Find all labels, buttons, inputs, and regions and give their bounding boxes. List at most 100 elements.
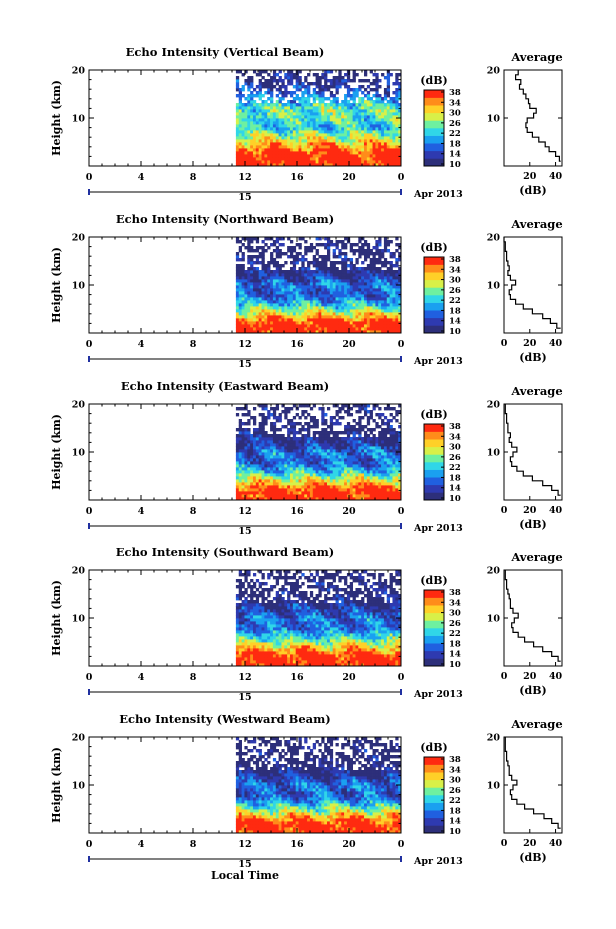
heatmap-cell: [326, 249, 331, 253]
heatmap-cell: [278, 449, 282, 453]
heatmap-cell: [366, 404, 371, 408]
heatmap-cell: [238, 139, 242, 143]
heatmap-cell: [383, 151, 388, 155]
heatmap-cell: [386, 124, 391, 128]
heatmap-cell: [324, 446, 328, 450]
heatmap-cell: [321, 407, 325, 411]
heatmap-cell: [349, 327, 354, 331]
heatmap-cell: [238, 124, 242, 128]
heatmap-cell: [275, 252, 279, 256]
heatmap-cell: [369, 470, 373, 474]
heatmap-cell: [329, 142, 334, 146]
heatmap-cell: [346, 306, 351, 310]
heatmap-cell: [375, 437, 379, 441]
heatmap-cell: [332, 330, 336, 334]
heatmap-cell: [383, 127, 388, 131]
heatmap-cell: [235, 148, 240, 152]
heatmap-cell: [287, 479, 291, 483]
heatmap-cell: [247, 118, 251, 122]
heatmap-cell: [267, 446, 271, 450]
heatmap-cell: [344, 258, 348, 262]
heatmap-cell: [326, 476, 331, 480]
heatmap-cell: [250, 306, 254, 310]
heatmap-cell: [261, 476, 265, 480]
heatmap-cell: [352, 318, 356, 322]
heatmap-cell: [270, 139, 274, 143]
heatmap-cell: [244, 303, 248, 307]
heatmap-cell: [338, 288, 342, 292]
heatmap-cell: [361, 443, 365, 447]
heatmap-cell: [329, 145, 334, 149]
heatmap-cell: [358, 121, 362, 125]
heatmap-cell: [270, 243, 274, 247]
heatmap-cell: [309, 327, 314, 331]
heatmap-cell: [307, 112, 311, 116]
heatmap-cell: [295, 94, 299, 98]
heatmap-cell: [344, 163, 348, 167]
heatmap-cell: [267, 327, 271, 331]
heatmap-cell: [235, 479, 240, 483]
heatmap-cell: [267, 464, 271, 468]
heatmap-cell: [386, 327, 391, 331]
heatmap-cell: [304, 276, 308, 280]
heatmap-cell: [395, 249, 399, 253]
heatmap-cell: [284, 288, 288, 292]
heatmap-cell: [241, 160, 245, 164]
heatmap-cell: [258, 452, 262, 456]
heatmap-cell: [315, 127, 319, 131]
heatmap-cell: [375, 413, 379, 417]
heatmap-cell: [281, 243, 285, 247]
heatmap-cell: [247, 109, 251, 113]
heatmap-cell: [366, 133, 371, 137]
heatmap-cell: [250, 485, 254, 489]
heatmap-cell: [392, 133, 396, 137]
heatmap-cell: [369, 97, 373, 101]
heatmap-cell: [284, 157, 288, 161]
heatmap-cell: [309, 82, 314, 86]
heatmap-cell: [298, 291, 302, 295]
heatmap-cell: [395, 270, 399, 274]
heatmap-cell: [278, 446, 282, 450]
heatmap-cell: [298, 88, 302, 92]
heatmap-cell: [241, 106, 245, 110]
heatmap-cell: [366, 160, 371, 164]
heatmap-cell: [278, 76, 282, 80]
heatmap-cell: [247, 482, 251, 486]
heatmap-cell: [335, 491, 339, 495]
heatmap-cell: [329, 431, 334, 435]
heatmap-cell: [326, 88, 331, 92]
heatmap-cell: [395, 94, 399, 98]
heatmap-cell: [289, 288, 294, 292]
heatmap-cell: [346, 449, 351, 453]
heatmap-cell: [281, 309, 285, 313]
heatmap-cell: [375, 139, 379, 143]
heatmap-cell: [278, 121, 282, 125]
heatmap-cell: [270, 103, 274, 107]
heatmap-cell: [298, 109, 302, 113]
heatmap-cell: [261, 115, 265, 119]
heatmap-cell: [398, 118, 402, 122]
heatmap-cell: [281, 157, 285, 161]
heatmap-cell: [292, 312, 297, 316]
heatmap-cell: [341, 455, 345, 459]
heatmap-cell: [304, 91, 308, 95]
heatmap-cell: [329, 70, 334, 74]
heatmap-cell: [255, 160, 260, 164]
heatmap-cell: [272, 118, 277, 122]
heatmap-cell: [349, 285, 354, 289]
average-x-tick-label: 20: [523, 171, 537, 182]
heatmap-cell: [235, 82, 240, 86]
heatmap-cell: [315, 103, 319, 107]
heatmap-cell: [307, 321, 311, 325]
heatmap-cell: [241, 464, 245, 468]
heatmap-cell: [398, 321, 402, 325]
heatmap-cell: [272, 70, 277, 74]
heatmap-cell: [326, 127, 331, 131]
heatmap-cell: [358, 246, 362, 250]
heatmap-cell: [247, 237, 251, 241]
heatmap-cell: [349, 276, 354, 280]
heatmap-cell: [278, 497, 282, 501]
heatmap-cell: [363, 330, 368, 334]
heatmap-cell: [341, 148, 345, 152]
heatmap-cell: [238, 446, 242, 450]
